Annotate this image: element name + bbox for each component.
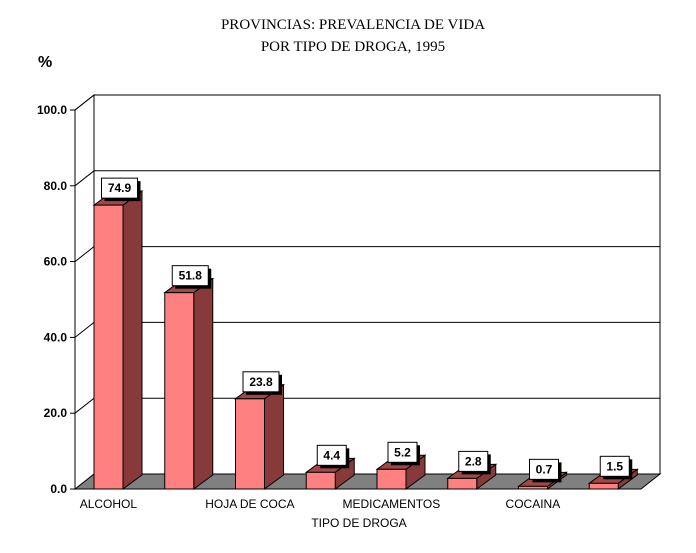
bar [163,277,215,490]
data-label: 0.7 [529,458,562,483]
data-label-box [599,455,630,477]
chart-title-line1: PROVINCIAS: PREVALENCIA DE VIDA [221,17,485,33]
data-label-text: 51.8 [179,269,203,283]
bar-side [122,190,143,490]
data-label-text: 2.8 [465,454,482,468]
x-axis-label: TIPO DE DROGA [311,516,406,530]
x-tick-label: COCAINA [506,497,561,511]
y-tick-label: 80.0 [44,179,68,193]
bar [233,383,286,490]
y-tick-label: 20.0 [44,406,68,420]
y-tick-label: 60.0 [44,255,68,269]
bar-front [376,468,407,490]
y-tick-label: 0.0 [50,482,67,496]
y-tick-label: 40.0 [44,330,68,344]
x-tick-label: HOJA DE COCA [205,497,294,511]
data-label-text: 4.4 [323,448,340,462]
side-wall [74,93,95,491]
data-label-box [529,458,559,480]
data-label-box [316,444,347,466]
bar-front [93,204,124,490]
bar-front [518,485,548,490]
data-label-text: 0.7 [536,462,553,476]
gridline [74,170,660,187]
data-label-box [101,177,138,199]
data-label: 23.8 [242,371,282,395]
bar-side [193,277,214,490]
y-tick-label: 100.0 [37,103,67,117]
data-label-text: 5.2 [394,445,411,459]
data-label-text: 1.5 [606,459,623,473]
data-label: 51.8 [171,265,212,289]
bar-front [164,292,195,490]
data-label-text: 74.9 [108,181,132,195]
bar-front [588,482,619,490]
gridline [74,94,660,111]
data-label-text: 23.8 [249,375,273,389]
chart-floor [73,473,662,490]
x-tick-label: MEDICAMENTOS [342,497,440,511]
bar-front [235,398,265,490]
data-label: 74.9 [101,177,141,202]
bar-front [447,477,478,490]
data-label-box [171,265,209,287]
data-label-box [387,441,418,463]
bar-side [264,383,284,490]
data-label-box [458,450,489,472]
bar-front [305,471,336,490]
data-label: 1.5 [599,455,633,480]
chart-title-line2: POR TIPO DE DROGA, 1995 [261,39,445,55]
bar [92,190,144,490]
data-label: 4.4 [316,444,350,469]
y-axis-label: % [38,54,52,71]
data-label-box [242,371,280,393]
data-label: 2.8 [458,450,491,475]
data-label: 5.2 [387,441,420,466]
x-tick-label: ALCOHOL [80,497,138,511]
